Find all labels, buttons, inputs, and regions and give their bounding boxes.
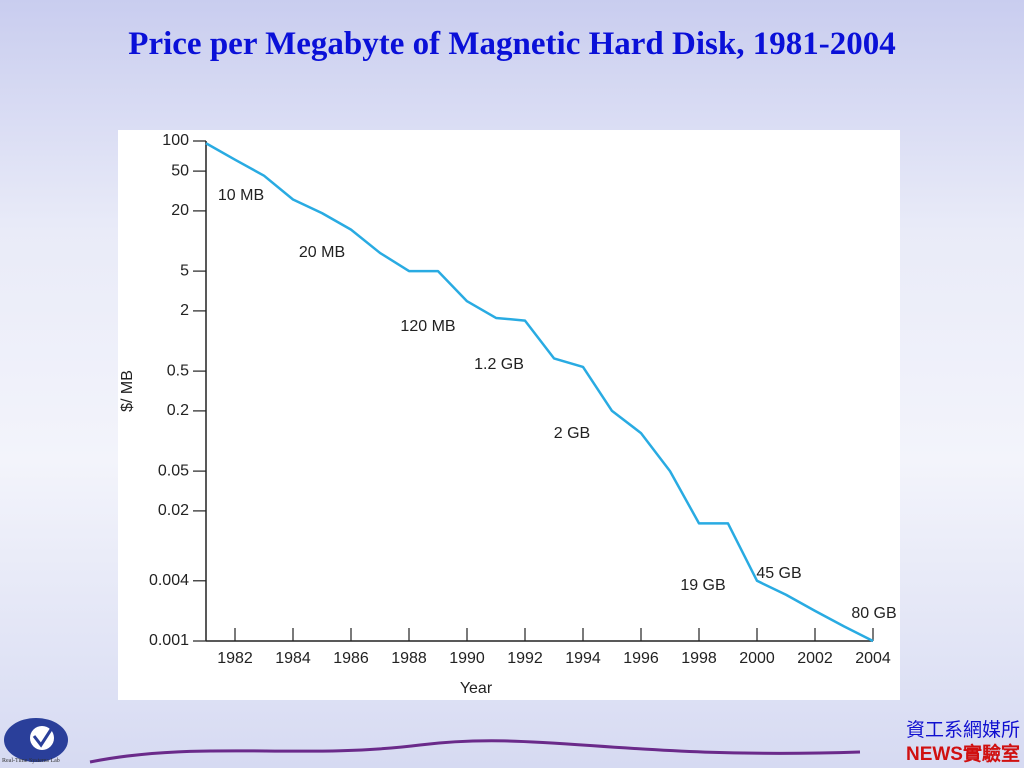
annotation: 1.2 GB — [474, 356, 524, 373]
annotation: 2 GB — [554, 425, 590, 442]
dept-name: 資工系網媒所 — [905, 720, 1020, 741]
y-tick-label: 100 — [162, 132, 189, 149]
x-tick-label: 1994 — [565, 650, 601, 667]
y-tick-label: 0.5 — [167, 362, 189, 379]
x-tick-label: 2000 — [739, 650, 775, 667]
slide-title: Price per Megabyte of Magnetic Hard Disk… — [128, 26, 896, 62]
x-tick-label: 2002 — [797, 650, 833, 667]
annotation: 10 MB — [218, 187, 264, 204]
x-axis-label: Year — [460, 680, 493, 697]
x-tick-label: 2004 — [855, 650, 891, 667]
x-tick-label: 1996 — [623, 650, 659, 667]
x-tick-label: 1990 — [449, 650, 485, 667]
y-tick-label: 0.004 — [149, 572, 189, 589]
y-tick-label: 0.02 — [158, 502, 189, 519]
y-tick-label: 50 — [171, 162, 189, 179]
x-tick-label: 1998 — [681, 650, 717, 667]
x-tick-label: 1992 — [507, 650, 543, 667]
x-tick-label: 1986 — [333, 650, 369, 667]
chart-panel — [118, 130, 900, 700]
x-tick-label: 1988 — [391, 650, 427, 667]
y-tick-label: 2 — [180, 302, 189, 319]
y-tick-label: 20 — [171, 202, 189, 219]
annotation: 80 GB — [851, 605, 896, 622]
annotation: 120 MB — [400, 318, 455, 335]
y-axis-label: $/ MB — [119, 370, 136, 412]
y-tick-label: 0.2 — [167, 402, 189, 419]
y-tick-label: 0.001 — [149, 632, 189, 649]
annotation: 19 GB — [680, 577, 725, 594]
lab-name: Real-Time Systems Lab — [2, 758, 60, 764]
x-tick-label: 1984 — [275, 650, 311, 667]
lab-title: NEWS實驗室 — [905, 744, 1020, 765]
y-tick-label: 5 — [180, 262, 189, 279]
annotation: 45 GB — [756, 565, 801, 582]
annotation: 20 MB — [299, 244, 345, 261]
x-tick-label: 1982 — [217, 650, 253, 667]
price-line — [205, 142, 874, 643]
logo — [4, 718, 861, 764]
y-tick-label: 0.05 — [158, 462, 189, 479]
